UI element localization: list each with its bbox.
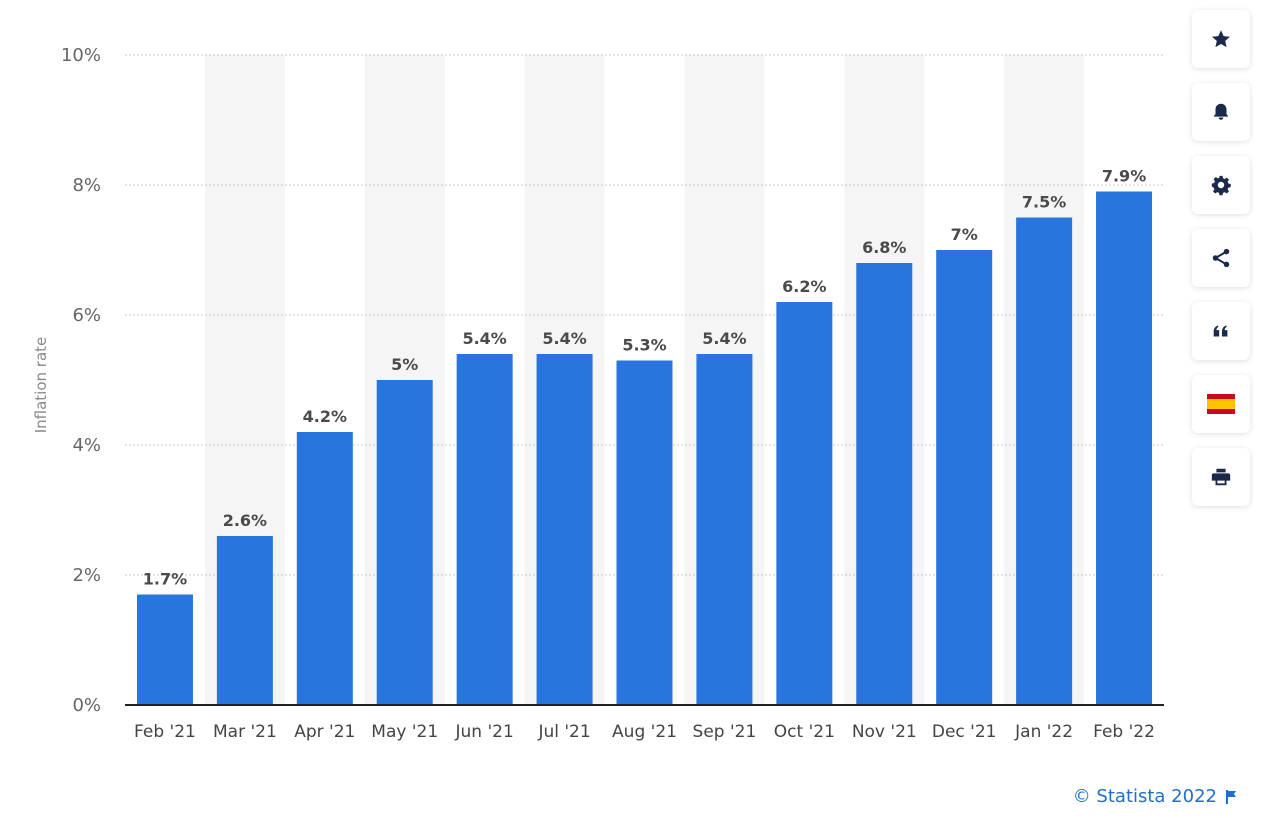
credit-text: © Statista 2022 [1072, 786, 1217, 807]
x-tick-label: Dec '21 [932, 722, 997, 742]
bar[interactable] [696, 354, 753, 705]
bar[interactable] [1096, 191, 1153, 706]
x-tick-label: Aug '21 [612, 722, 677, 742]
bar[interactable] [1016, 217, 1073, 706]
cite-button[interactable] [1192, 302, 1250, 360]
bar[interactable] [856, 263, 913, 705]
settings-button[interactable] [1192, 156, 1250, 214]
bar[interactable] [616, 360, 673, 706]
y-tick-label: 10% [61, 45, 101, 66]
data-label: 5% [391, 355, 418, 374]
x-tick-label: Feb '21 [134, 722, 196, 742]
data-label: 5.4% [702, 329, 746, 348]
x-axis-ticks: Feb '21 Mar '21 Apr '21 May '21 Jun '21 Jul '… [134, 722, 1155, 742]
bell-icon [1213, 103, 1229, 120]
share-button[interactable] [1192, 229, 1250, 287]
bar[interactable] [376, 380, 433, 705]
statista-credit-link[interactable]: © Statista 2022 [1073, 786, 1237, 807]
y-tick-label: 8% [72, 175, 101, 196]
y-axis-label: Inflation rate [32, 337, 50, 434]
bar[interactable] [776, 302, 833, 705]
print-icon [1211, 468, 1231, 486]
y-tick-label: 2% [72, 565, 101, 586]
notification-button[interactable] [1192, 83, 1250, 141]
data-label: 2.6% [223, 511, 267, 530]
print-button[interactable] [1192, 448, 1250, 506]
data-labels: 1.7% 2.6% 4.2% 5% 5.4% 5.4% 5.3% 5.4% 6.2% 6.8% 7%… [143, 167, 1146, 589]
bar-chart: 0% 2% 4% 6% 8% 10% 1.7% 2.6% 4.2% 5% 5.4% 5.4% 5.3%… [32, 45, 1164, 742]
language-button[interactable] [1192, 375, 1250, 433]
bar[interactable] [936, 250, 993, 705]
quote-icon [1213, 325, 1228, 337]
data-label: 1.7% [143, 570, 187, 589]
bar[interactable] [136, 594, 193, 706]
x-tick-label: Apr '21 [294, 722, 355, 742]
data-label: 6.8% [862, 238, 906, 257]
data-label: 7% [951, 225, 978, 244]
x-tick-label: Jan '22 [1014, 722, 1073, 742]
y-tick-label: 4% [72, 435, 101, 456]
bar[interactable] [296, 432, 353, 705]
data-label: 7.5% [1022, 193, 1066, 212]
y-tick-label: 6% [72, 305, 101, 326]
spain-flag-icon [1207, 394, 1235, 414]
bar[interactable] [536, 354, 593, 705]
x-tick-label: Feb '22 [1093, 722, 1155, 742]
data-label: 7.9% [1102, 167, 1146, 186]
favorite-button[interactable] [1192, 10, 1250, 68]
data-label: 5.4% [542, 329, 586, 348]
data-label: 4.2% [303, 407, 347, 426]
data-label: 6.2% [782, 277, 826, 296]
x-tick-label: May '21 [371, 722, 438, 742]
x-tick-label: Nov '21 [852, 722, 917, 742]
x-tick-label: Sep '21 [693, 722, 757, 742]
flag-icon [1226, 789, 1236, 804]
y-tick-label: 0% [72, 695, 101, 716]
bars [136, 191, 1153, 706]
star-icon [1212, 30, 1230, 48]
chart-toolbar [1192, 10, 1252, 521]
data-label: 5.4% [462, 329, 506, 348]
x-tick-label: Jul '21 [537, 722, 590, 742]
y-axis-ticks: 0% 2% 4% 6% 8% 10% [61, 45, 101, 716]
data-label: 5.3% [622, 336, 666, 355]
bar[interactable] [456, 354, 513, 705]
x-tick-label: Mar '21 [213, 722, 277, 742]
bar[interactable] [216, 536, 273, 705]
share-icon [1212, 248, 1230, 268]
x-tick-label: Jun '21 [455, 722, 514, 742]
x-tick-label: Oct '21 [774, 722, 835, 742]
gear-icon [1211, 175, 1231, 196]
